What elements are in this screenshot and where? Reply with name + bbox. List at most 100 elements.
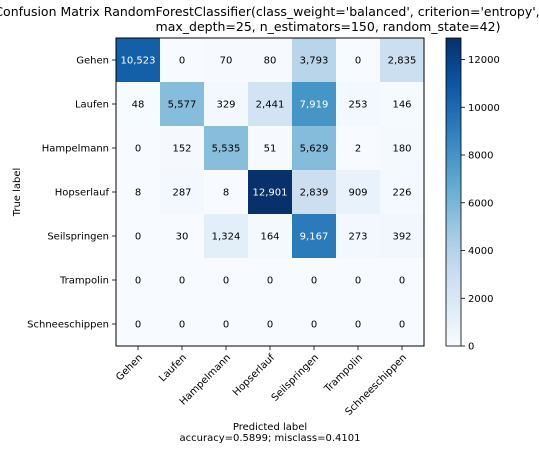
heatmap-cell <box>116 258 160 302</box>
cell-value-label: 273 <box>348 232 367 243</box>
heatmap-cell <box>204 170 248 214</box>
heatmap-cell <box>248 38 292 82</box>
heatmap-cell <box>380 126 424 170</box>
colorbar-tick-label: 0 <box>468 342 474 353</box>
colorbar-ticks: 0 2000 4000 6000 8000 10000 12000 <box>461 55 500 353</box>
cell-value-label: 0 <box>135 276 141 287</box>
heatmap-cell <box>116 170 160 214</box>
cell-value-label: 392 <box>392 232 411 243</box>
y-tick-label: Gehen <box>76 56 109 67</box>
y-tick-label: Trampolin <box>59 276 109 287</box>
y-tick-label: Hampelmann <box>42 144 109 155</box>
cell-value-label: 287 <box>172 188 191 199</box>
cell-value-label: 70 <box>220 56 233 67</box>
y-tick-label: Seilspringen <box>47 232 109 243</box>
heatmap-cell <box>336 38 380 82</box>
colorbar-tick-label: 8000 <box>468 151 493 162</box>
x-tick-label: Laufen <box>157 352 189 384</box>
cell-value-label: 164 <box>260 232 279 243</box>
heatmap-cell <box>160 38 204 82</box>
colorbar-tick-label: 4000 <box>468 246 493 257</box>
heatmap-cell <box>160 170 204 214</box>
heatmap-cell <box>292 170 336 214</box>
heatmap-cell <box>204 38 248 82</box>
heatmap-cell <box>204 82 248 126</box>
cell-value-label: 146 <box>392 100 411 111</box>
x-tick-label: Trampolin <box>322 352 365 395</box>
cell-value-label: 0 <box>355 56 361 67</box>
cell-value-label: 2 <box>355 144 361 155</box>
cell-value-label: 0 <box>399 320 405 331</box>
cell-value-label: 0 <box>179 56 185 67</box>
cell-value-label: 0 <box>223 320 229 331</box>
heatmap-cell <box>380 258 424 302</box>
heatmap-cell <box>380 214 424 258</box>
heatmap-cell <box>292 302 336 346</box>
chart-title-line-2: max_depth=25, n_estimators=150, random_s… <box>156 19 501 34</box>
heatmap-cell <box>292 258 336 302</box>
heatmap-cell <box>160 82 204 126</box>
colorbar-tick-label: 6000 <box>468 198 493 209</box>
x-tick-label: Hopserlauf <box>231 352 277 398</box>
heatmap-cell <box>248 258 292 302</box>
y-axis-ticks: Gehen Laufen Hampelmann Hopserlauf Seilsprin… <box>27 56 116 331</box>
heatmap-cell <box>380 170 424 214</box>
cell-value-label: 3,793 <box>300 56 329 67</box>
cell-value-label: 329 <box>216 100 235 111</box>
cell-value-label: 8 <box>223 188 229 199</box>
heatmap-cell <box>248 302 292 346</box>
accuracy-summary: accuracy=0.5899; misclass=0.4101 <box>180 433 361 444</box>
heatmap-cell <box>336 126 380 170</box>
heatmap-cell <box>116 302 160 346</box>
heatmap-cell <box>380 82 424 126</box>
cell-value-label: 2,839 <box>300 188 329 199</box>
cell-value-label: 0 <box>267 320 273 331</box>
colorbar-tick-label: 2000 <box>468 294 493 305</box>
cell-value-label: 30 <box>176 232 189 243</box>
heatmap-cell <box>204 214 248 258</box>
heatmap-cell <box>160 214 204 258</box>
cell-value-label: 12,901 <box>253 188 288 199</box>
cell-value-label: 80 <box>264 56 277 67</box>
y-axis-label: True label <box>12 168 23 218</box>
y-tick-label: Laufen <box>75 100 109 111</box>
heatmap-cell <box>116 82 160 126</box>
heatmap-cell <box>248 82 292 126</box>
x-tick-label: Seilspringen <box>270 352 321 403</box>
heatmap-cell <box>380 38 424 82</box>
heatmap-cell <box>248 126 292 170</box>
heatmap-cell <box>336 258 380 302</box>
cell-value-label: 2,441 <box>256 100 285 111</box>
x-tick-label: Gehen <box>114 352 145 383</box>
cell-value-label: 9,167 <box>300 232 329 243</box>
cell-value-label: 152 <box>172 144 191 155</box>
cell-value-label: 5,629 <box>300 144 329 155</box>
heatmap-cell <box>204 302 248 346</box>
cell-value-label: 10,523 <box>121 56 156 67</box>
cell-value-label: 226 <box>392 188 411 199</box>
cell-value-label: 0 <box>267 276 273 287</box>
cell-value-label: 48 <box>132 100 145 111</box>
x-axis-label: Predicted label <box>233 422 307 433</box>
chart-title-line-1: Confusion Matrix RandomForestClassifier(… <box>0 4 539 19</box>
x-axis-ticks: Gehen LaufenHampelmannHopserlaufSeilsprin… <box>114 346 409 418</box>
cell-value-label: 5,535 <box>212 144 241 155</box>
heatmap-cell <box>336 170 380 214</box>
heatmap-cell <box>116 38 160 82</box>
heatmap-cell <box>336 214 380 258</box>
heatmap-cell <box>292 214 336 258</box>
heatmap-cell <box>248 170 292 214</box>
cell-value-label: 2,835 <box>388 56 417 67</box>
heatmap-cell <box>292 126 336 170</box>
cell-value-label: 0 <box>311 320 317 331</box>
heatmap-cell <box>160 302 204 346</box>
heatmap-cell <box>204 126 248 170</box>
cell-value-label: 253 <box>348 100 367 111</box>
cell-value-label: 0 <box>223 276 229 287</box>
heatmap-cell <box>160 126 204 170</box>
colorbar-tick-label: 12000 <box>468 55 500 66</box>
y-tick-label: Hopserlauf <box>55 188 110 199</box>
heatmap-cell <box>160 258 204 302</box>
heatmap-cell <box>380 302 424 346</box>
